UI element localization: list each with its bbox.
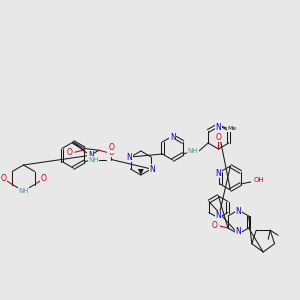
- Text: O: O: [109, 148, 115, 157]
- Text: O: O: [215, 133, 221, 142]
- Text: O: O: [41, 174, 46, 183]
- Text: N: N: [236, 208, 241, 217]
- Text: N: N: [216, 212, 221, 220]
- Polygon shape: [138, 169, 144, 175]
- Text: Me: Me: [228, 127, 237, 131]
- Text: OH: OH: [253, 177, 264, 183]
- Text: N: N: [127, 152, 132, 161]
- Text: NH: NH: [188, 148, 198, 154]
- Text: N: N: [149, 164, 155, 173]
- Text: N: N: [88, 151, 94, 160]
- Text: O: O: [212, 220, 218, 230]
- Text: O: O: [0, 174, 6, 183]
- Text: NH: NH: [18, 188, 29, 194]
- Text: N: N: [216, 122, 221, 131]
- Text: O: O: [108, 143, 114, 152]
- Text: N: N: [236, 227, 241, 236]
- Text: O: O: [67, 148, 73, 157]
- Text: NH: NH: [88, 157, 99, 163]
- Text: N: N: [215, 169, 221, 178]
- Text: N: N: [170, 134, 176, 142]
